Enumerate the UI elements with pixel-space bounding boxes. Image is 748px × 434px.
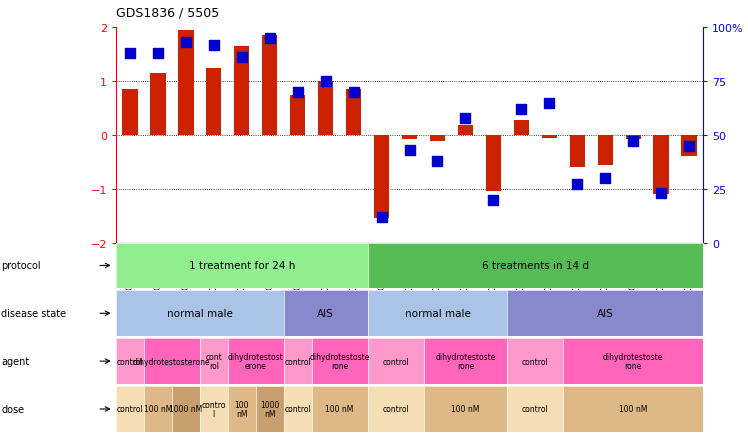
Text: normal male: normal male [405,309,470,319]
Bar [598,135,613,165]
Text: dihydrotestost
erone: dihydrotestost erone [228,352,283,371]
Text: dihydrotestoste
rone: dihydrotestoste rone [310,352,370,371]
Text: 100
nM: 100 nM [235,400,249,418]
Text: 100 nM: 100 nM [325,404,354,414]
Point [264,36,276,43]
Point [152,50,164,57]
Bar [514,121,529,135]
Text: dihydrotestoste
rone: dihydrotestoste rone [435,352,496,371]
Text: dihydrotestosterone: dihydrotestosterone [133,357,211,366]
Text: control: control [117,357,144,366]
Text: AIS: AIS [317,309,334,319]
Text: 100 nM: 100 nM [619,404,648,414]
Text: control: control [382,404,409,414]
Point [543,100,555,107]
Text: normal male: normal male [167,309,233,319]
Bar [346,90,361,135]
Point [488,197,500,204]
Text: contro
l: contro l [201,400,226,418]
Text: 100 nM: 100 nM [451,404,479,414]
Text: control: control [522,357,549,366]
Text: control: control [117,404,144,414]
Point [655,190,667,197]
Bar [374,135,389,219]
Bar [290,95,305,135]
Point [571,181,583,188]
Bar [262,36,278,135]
Point [124,50,136,57]
Point [432,158,444,165]
Text: 1000
nM: 1000 nM [260,400,280,418]
Text: control: control [284,357,311,366]
Text: 100 nM: 100 nM [144,404,172,414]
Text: dose: dose [1,404,25,414]
Text: protocol: protocol [1,261,41,271]
Point [628,138,640,145]
Bar [150,74,165,135]
Point [683,143,695,150]
Point [236,55,248,62]
Text: 6 treatments in 14 d: 6 treatments in 14 d [482,261,589,271]
Bar [402,135,417,140]
Text: cont
rol: cont rol [206,352,222,371]
Bar [625,135,641,140]
Bar [681,135,697,157]
Point [599,175,611,182]
Bar [570,135,585,168]
Text: AIS: AIS [597,309,613,319]
Text: GDS1836 / 5505: GDS1836 / 5505 [116,7,219,20]
Text: 1000 nM: 1000 nM [169,404,203,414]
Bar [318,82,334,135]
Bar [458,126,473,135]
Point [348,89,360,96]
Bar [178,31,194,135]
Text: 1 treatment for 24 h: 1 treatment for 24 h [188,261,295,271]
Text: control: control [382,357,409,366]
Bar [234,47,249,135]
Point [459,115,471,122]
Bar [485,135,501,192]
Point [180,40,191,47]
Point [292,89,304,96]
Point [375,214,387,221]
Text: control: control [284,404,311,414]
Point [208,42,220,49]
Point [319,79,331,85]
Point [515,106,527,113]
Bar [430,135,445,142]
Text: disease state: disease state [1,309,67,319]
Text: control: control [522,404,549,414]
Bar [122,90,138,135]
Point [404,147,416,154]
Text: dihydrotestoste
rone: dihydrotestoste rone [603,352,663,371]
Text: agent: agent [1,356,30,366]
Bar [654,135,669,195]
Bar [206,69,221,135]
Bar [542,135,557,138]
